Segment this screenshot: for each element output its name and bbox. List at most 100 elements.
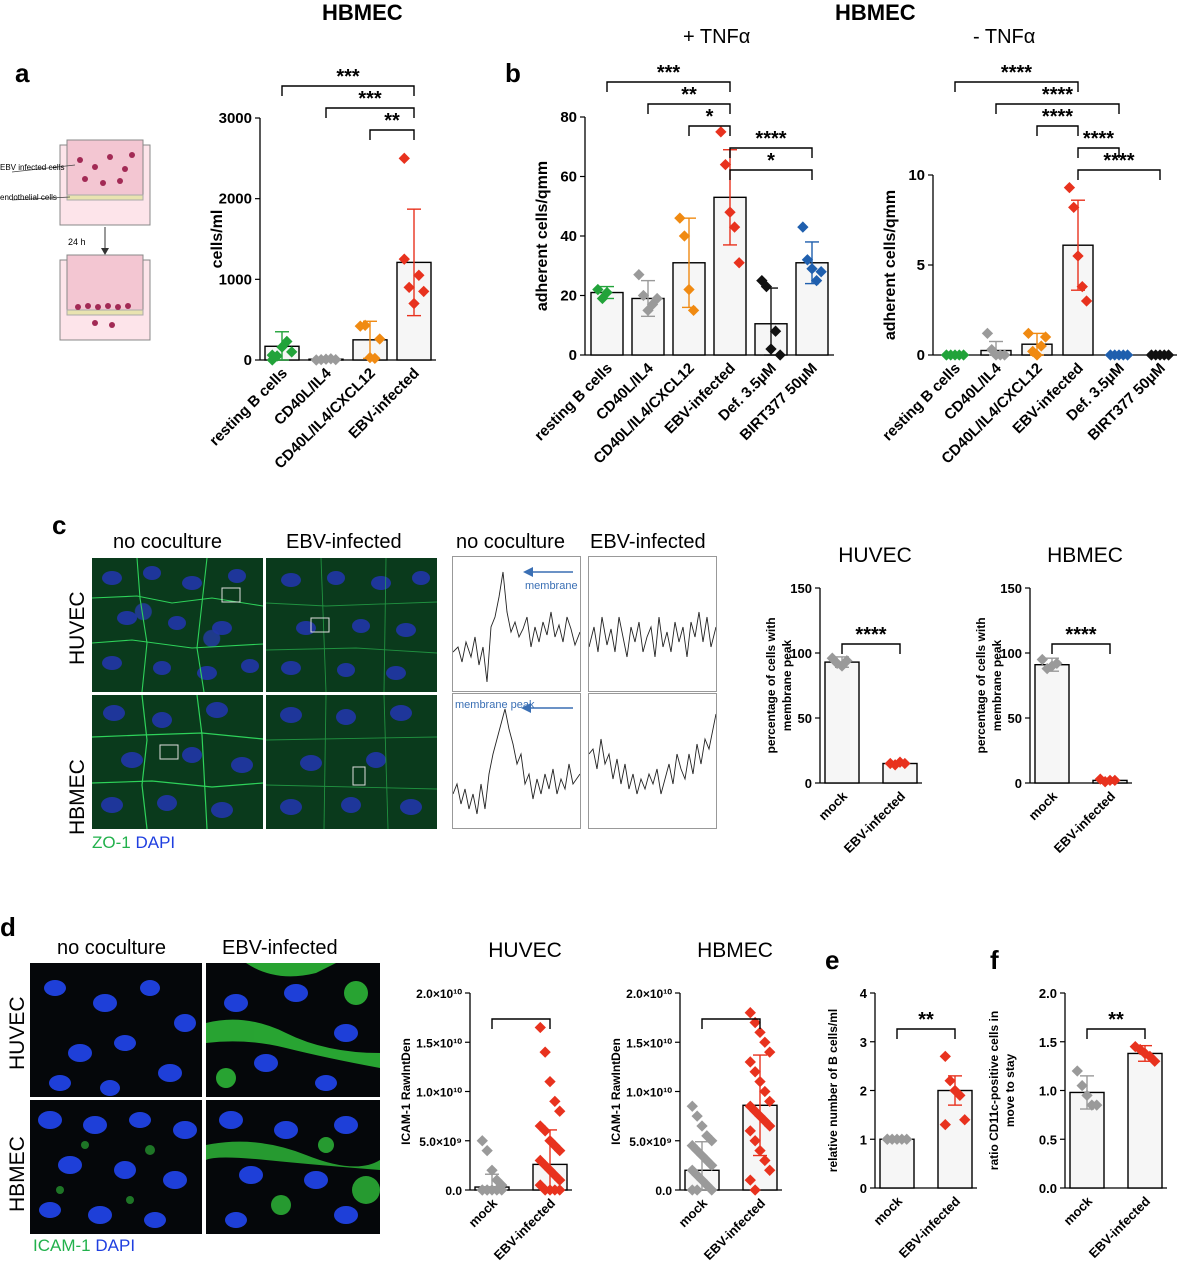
d-legend-icam1: ICAM-1 [33, 1236, 91, 1255]
data-point [801, 254, 814, 266]
y-tick-label: 3 [860, 1035, 867, 1050]
schematic-endo-label: endothelial cells [0, 193, 57, 202]
significance-bracket [688, 125, 731, 136]
significance-label: **** [1001, 62, 1032, 84]
panel-letter-d: d [0, 912, 16, 942]
data-point [706, 1159, 718, 1172]
category-label: EBV-infected [1086, 1193, 1153, 1260]
y-tick-label: 0.5 [1039, 1132, 1057, 1147]
y-tick-label: 0 [1015, 776, 1022, 791]
y-tick-label: 5.0×10⁹ [629, 1135, 672, 1149]
panel-letter-c: c [52, 510, 67, 540]
y-axis-label: ICAM-1 RawIntDen [399, 1038, 413, 1145]
c-legend-dapi: DAPI [135, 833, 176, 852]
data-point [815, 266, 827, 278]
data-point [733, 257, 745, 269]
c-huvec-ebv-cells [266, 558, 437, 692]
header-hbmec-b: HBMEC [835, 0, 916, 25]
data-point [374, 333, 386, 345]
header-tnf-plus: + TNFα [683, 26, 751, 48]
y-tick-label: 10 [908, 167, 925, 184]
y-tick-label: 1000 [219, 271, 252, 288]
data-point [686, 1100, 698, 1112]
schematic-infected-label: EBV infected cells [0, 163, 64, 172]
y-tick-label: 80 [560, 109, 577, 126]
data-point [369, 352, 381, 365]
data-point [1036, 653, 1048, 666]
significance-bracket [1077, 169, 1161, 180]
category-label: EBV-infected [896, 1193, 963, 1260]
bar [1034, 663, 1070, 784]
d-row2-label: HBMEC [6, 1136, 29, 1212]
category-label: EBV-infected [491, 1195, 558, 1262]
y-tick-label: 2000 [219, 191, 252, 208]
significance-label: **** [755, 128, 786, 150]
d-huvec-no-coculture-image [30, 963, 202, 1097]
significance-bracket [325, 107, 415, 118]
y-tick-label: 0.0 [1039, 1181, 1057, 1196]
data-point [554, 1184, 566, 1196]
c-hbmec-ebv-image [266, 695, 437, 829]
significance-bracket [647, 103, 731, 114]
data-point [765, 343, 777, 355]
data-point [774, 349, 786, 361]
significance-label: *** [358, 88, 382, 110]
c-legend: ZO-1 DAPI [92, 833, 175, 853]
y-tick-label: 5 [917, 257, 925, 274]
y-tick-label: 1.5×10¹⁰ [626, 1036, 672, 1050]
category-label: mock [815, 788, 850, 823]
significance-label: **** [1065, 624, 1096, 646]
significance-label: * [767, 150, 775, 172]
data-point [724, 206, 736, 218]
c-row1-label: HUVEC [66, 591, 89, 665]
data-point [706, 1135, 718, 1147]
significance-bracket [995, 103, 1120, 114]
y-tick-label: 1.0 [1039, 1084, 1057, 1099]
significance-label: * [706, 106, 714, 128]
chart-d-huvec-icam: HUVEC 0.0 5.0×10⁹ 1.0×10¹⁰ 1.5×10¹⁰ 2.0×10¹⁰ I… [399, 939, 572, 1263]
data-point [674, 212, 686, 224]
data-point [398, 253, 410, 265]
data-point [881, 1133, 893, 1145]
panel-letter-f: f [990, 945, 999, 975]
y-tick-label: 150 [790, 581, 812, 596]
category-label: resting B cells [206, 365, 291, 450]
d-col1-label: no coculture [57, 937, 166, 959]
data-point [691, 1184, 703, 1196]
data-point [744, 1056, 756, 1068]
c-profile-hbmec-ebv [588, 693, 717, 829]
d-hbmec-ebv-cells [206, 1111, 380, 1228]
y-tick-label: 1.0×10¹⁰ [626, 1086, 672, 1100]
chart-d1-title: HUVEC [488, 939, 562, 962]
significance-label: **** [1042, 106, 1073, 128]
data-point [359, 319, 371, 331]
data-point [1081, 1089, 1093, 1102]
y-tick-label: 60 [560, 169, 577, 186]
c-profile-hbmec-nc: membrane peak [452, 693, 581, 829]
y-axis-label: ratio CD11c-positive cells in move to sta… [987, 1011, 1017, 1170]
y-tick-label: 100 [1000, 646, 1022, 661]
data-point [806, 263, 818, 275]
data-point [691, 1110, 703, 1122]
y-tick-label: 2 [860, 1084, 867, 1099]
data-point [764, 1046, 776, 1058]
data-point [759, 1154, 771, 1167]
y-tick-label: 0 [569, 347, 577, 364]
chart-c2-title: HBMEC [1047, 544, 1123, 567]
data-point [310, 354, 322, 366]
y-axis-label: percentage of cells with membrane peak [974, 617, 1004, 753]
data-point [939, 1050, 951, 1063]
y-tick-label: 0 [860, 1181, 867, 1196]
y-tick-label: 0.0 [655, 1184, 672, 1198]
data-point [1149, 1055, 1161, 1067]
header-tnf-minus: - TNFα [973, 26, 1036, 48]
y-tick-label: 3000 [219, 110, 252, 127]
chart-c-hbmec-peak: HBMEC 0 50 100 150 percentage of cells with me… [974, 544, 1132, 856]
data-point [554, 1105, 566, 1117]
significance-label: ** [918, 1009, 934, 1031]
category-label: EBV-infected [701, 1195, 768, 1262]
significance-bracket [729, 147, 813, 158]
data-point [959, 1114, 971, 1126]
